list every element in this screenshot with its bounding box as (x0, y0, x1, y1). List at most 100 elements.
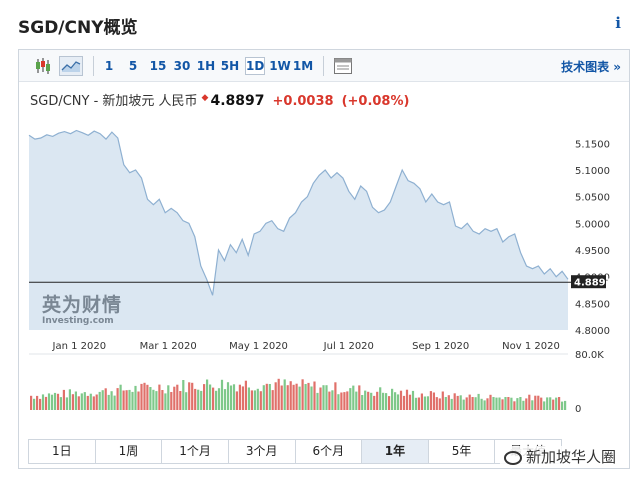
volume-bar (119, 384, 122, 410)
volume-bar (444, 397, 447, 410)
volume-bar (456, 395, 459, 410)
interval-5[interactable]: 5 (128, 59, 138, 73)
table-icon[interactable] (333, 56, 353, 76)
range-button-4[interactable]: 6个月 (296, 440, 363, 463)
volume-bar (334, 382, 337, 410)
volume-bar (313, 381, 316, 410)
interval-1W[interactable]: 1W (269, 59, 291, 73)
volume-bar (298, 386, 301, 410)
volume-bar (340, 392, 343, 410)
volume-bar (417, 397, 420, 410)
range-button-6[interactable]: 5年 (429, 440, 496, 463)
volume-bar (116, 388, 119, 410)
volume-bar (95, 394, 98, 410)
volume-bar (462, 399, 465, 410)
volume-bar (220, 379, 224, 410)
interval-15[interactable]: 15 (149, 59, 167, 73)
volume-bar (474, 397, 477, 410)
volume-bar (489, 394, 492, 410)
volume-bar (534, 395, 537, 410)
volume-bar (161, 390, 164, 410)
x-tick-label: Nov 1 2020 (502, 341, 560, 352)
volume-bar (134, 385, 137, 410)
volume-bar (319, 387, 322, 410)
volume-bar (492, 397, 495, 410)
volume-bar (188, 382, 191, 410)
x-tick-label: Jul 1 2020 (323, 341, 374, 352)
wechat-icon (504, 450, 522, 465)
interval-1D[interactable]: 1D (245, 57, 265, 75)
volume-bar (486, 398, 489, 410)
volume-bar (146, 384, 149, 410)
price-change: +0.0038 (272, 94, 334, 109)
volume-bar (256, 388, 259, 410)
volume-bar (355, 391, 358, 410)
info-icon[interactable]: i (615, 14, 621, 32)
range-button-3[interactable]: 3个月 (229, 440, 296, 463)
volume-bar (280, 385, 283, 410)
volume-bar (310, 386, 313, 410)
interval-1M[interactable]: 1M (292, 59, 314, 73)
volume-bar (358, 385, 361, 410)
volume-bar (244, 380, 247, 410)
volume-bar (113, 395, 116, 410)
range-button-2[interactable]: 1个月 (162, 440, 229, 463)
volume-bar (223, 389, 227, 410)
volume-bar (143, 382, 146, 410)
volume-tick-label: 0 (575, 404, 581, 415)
volume-bar (274, 382, 277, 410)
price-change-percent: (+0.08%) (341, 94, 410, 109)
volume-bar (411, 390, 415, 410)
volume-bar (504, 397, 507, 410)
volume-bar (247, 387, 250, 410)
volume-bar (250, 390, 253, 410)
interval-5H[interactable]: 5H (220, 59, 240, 73)
volume-bar (77, 396, 80, 410)
volume-bar (432, 392, 435, 410)
advanced-chart-link[interactable]: 技术图表 » (561, 60, 621, 74)
volume-bar (229, 385, 233, 410)
volume-bar (128, 389, 131, 410)
volume-bar (405, 389, 409, 410)
volume-bar (226, 382, 230, 410)
volume-bar (549, 397, 552, 410)
volume-bar (33, 398, 36, 410)
volume-bar (152, 389, 155, 410)
toolbar-divider (323, 56, 324, 76)
volume-bar (206, 379, 209, 410)
chart-panel: 1 5 15 30 1H 5H 1D 1W 1M 技术图表 » SGD/CNY - 新加坡元 人… (18, 49, 630, 469)
volume-bar (200, 390, 203, 410)
volume-bar (346, 391, 349, 410)
volume-bar (414, 397, 418, 410)
candlestick-icon[interactable] (33, 56, 53, 76)
range-button-5[interactable]: 1年 (362, 440, 429, 463)
volume-bar (546, 397, 549, 410)
volume-bar (435, 397, 438, 410)
interval-30[interactable]: 30 (173, 59, 191, 73)
volume-bar (173, 386, 176, 410)
volume-bar (212, 387, 215, 410)
volume-bar (262, 385, 265, 410)
volume-bar (176, 384, 179, 410)
range-button-1[interactable]: 1周 (96, 440, 163, 463)
volume-bar (71, 394, 74, 410)
area-chart-icon[interactable] (59, 56, 83, 76)
volume-bar (253, 390, 256, 410)
volume-bar (328, 391, 331, 410)
toolbar-divider (93, 56, 94, 76)
range-button-0[interactable]: 1日 (29, 440, 96, 463)
volume-bar (277, 378, 280, 410)
current-price-label: 4.8897 (574, 278, 613, 289)
volume-bar (343, 392, 346, 410)
volume-bar (316, 392, 319, 410)
volume-bar (367, 391, 370, 410)
volume-bar (41, 394, 45, 410)
volume-bar (235, 391, 238, 410)
volume-bar (331, 390, 334, 410)
volume-bar (241, 386, 244, 410)
interval-1H[interactable]: 1H (196, 59, 216, 73)
interval-1[interactable]: 1 (104, 59, 114, 73)
volume-bar (137, 391, 140, 410)
volume-bar (471, 397, 474, 410)
